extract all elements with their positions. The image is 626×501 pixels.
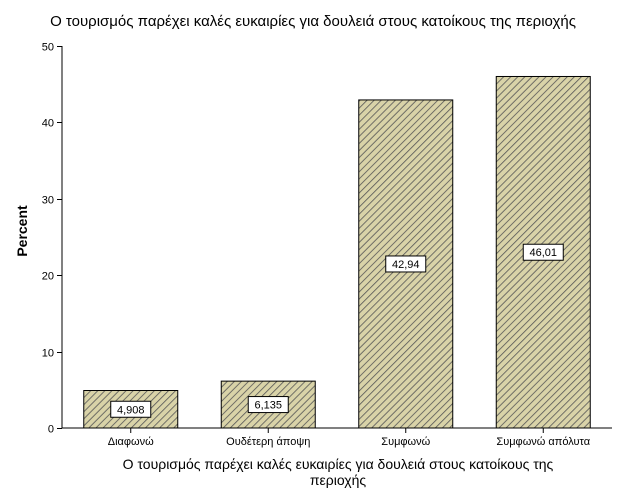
x-tick-label: Ουδέτερη άποψη xyxy=(226,436,310,448)
x-tick-label: Συμφωνώ απόλυτα xyxy=(496,436,590,448)
plot-area: 0 10 20 30 40 50 Διαφωνώ 4,908 Ουδέτερη άποψη 6,1… xyxy=(42,42,612,448)
y-tick-label: 0 xyxy=(48,424,54,436)
data-label: 6,135 xyxy=(254,400,282,412)
y-tick-label: 50 xyxy=(42,42,54,54)
y-tick-label: 40 xyxy=(42,118,54,130)
y-axis-label: Percent xyxy=(14,205,30,257)
data-label: 46,01 xyxy=(529,247,557,259)
chart-title: Ο τουρισμός παρέχει καλές ευκαιρίες για … xyxy=(50,13,576,30)
x-axis-label-line-2: περιοχής xyxy=(310,472,367,488)
data-label-box xyxy=(110,400,152,418)
x-tick-label: Διαφωνώ xyxy=(108,436,154,448)
x-tick-label: Συμφωνώ xyxy=(381,436,430,448)
data-label-box xyxy=(385,255,427,273)
x-axis-label-line-1: Ο τουρισμός παρέχει καλές ευκαιρίες για … xyxy=(123,456,554,472)
data-label-box xyxy=(522,243,564,261)
data-label: 42,94 xyxy=(392,259,420,271)
y-tick-label: 30 xyxy=(42,195,54,207)
y-tick-label: 10 xyxy=(42,348,54,360)
data-label-box xyxy=(247,396,289,414)
data-label: 4,908 xyxy=(117,404,145,416)
y-tick-label: 20 xyxy=(42,271,54,283)
